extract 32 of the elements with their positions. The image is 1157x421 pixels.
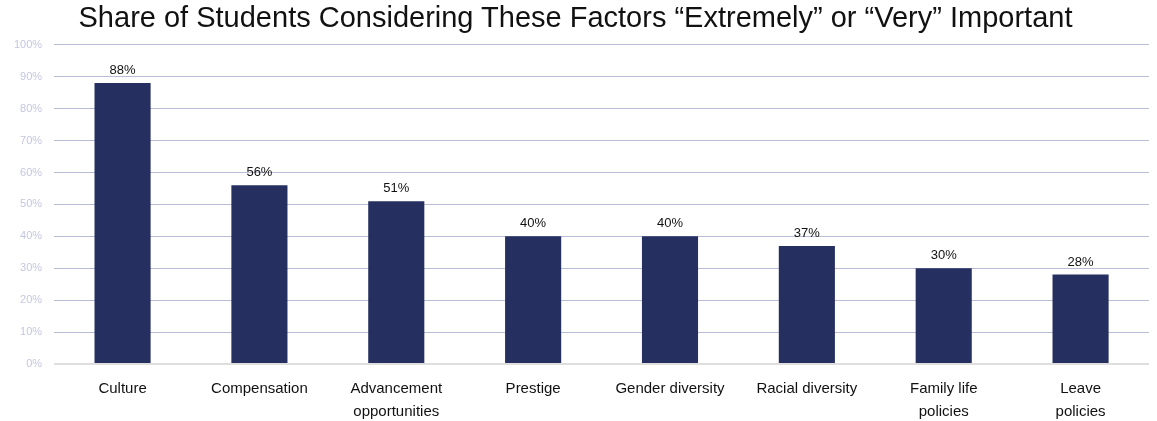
chart-title: Share of Students Considering These Factors “Extremely” or “Very” Important [78, 1, 1073, 34]
x-tick-label: Family life policies [909, 379, 978, 419]
y-tick-label: 50% [20, 197, 43, 210]
bar [641, 236, 699, 363]
y-tick-label: 30% [20, 261, 43, 274]
bar [1052, 274, 1109, 363]
x-tick-label: Culture [98, 379, 147, 397]
x-tick-label: Gender diversity [615, 379, 726, 397]
data-label: 37% [793, 224, 821, 240]
y-tick-label: 80% [20, 101, 43, 114]
data-label: 30% [930, 247, 958, 263]
x-tick-label: Compensation [211, 379, 308, 397]
bar [368, 201, 425, 363]
bar [94, 83, 151, 363]
bar [915, 268, 972, 363]
y-tick-label: 70% [20, 133, 43, 146]
data-label: 56% [246, 164, 273, 180]
x-tick-label: Advancement opportunities [350, 379, 443, 419]
data-label: 40% [520, 215, 547, 231]
x-tick-label: Racial diversity [756, 379, 858, 397]
bar [231, 185, 288, 363]
x-tick-label: Prestige [505, 379, 561, 397]
bar [505, 236, 562, 363]
y-tick-label: 10% [20, 325, 43, 338]
y-tick-label: 100% [13, 37, 43, 50]
bar [778, 245, 835, 363]
data-label: 88% [109, 62, 137, 78]
data-label: 28% [1067, 253, 1095, 269]
x-tick-label: Leave policies [1055, 379, 1106, 419]
data-label: 51% [383, 180, 410, 196]
y-tick-label: 40% [20, 229, 43, 242]
data-label: 40% [656, 215, 684, 231]
